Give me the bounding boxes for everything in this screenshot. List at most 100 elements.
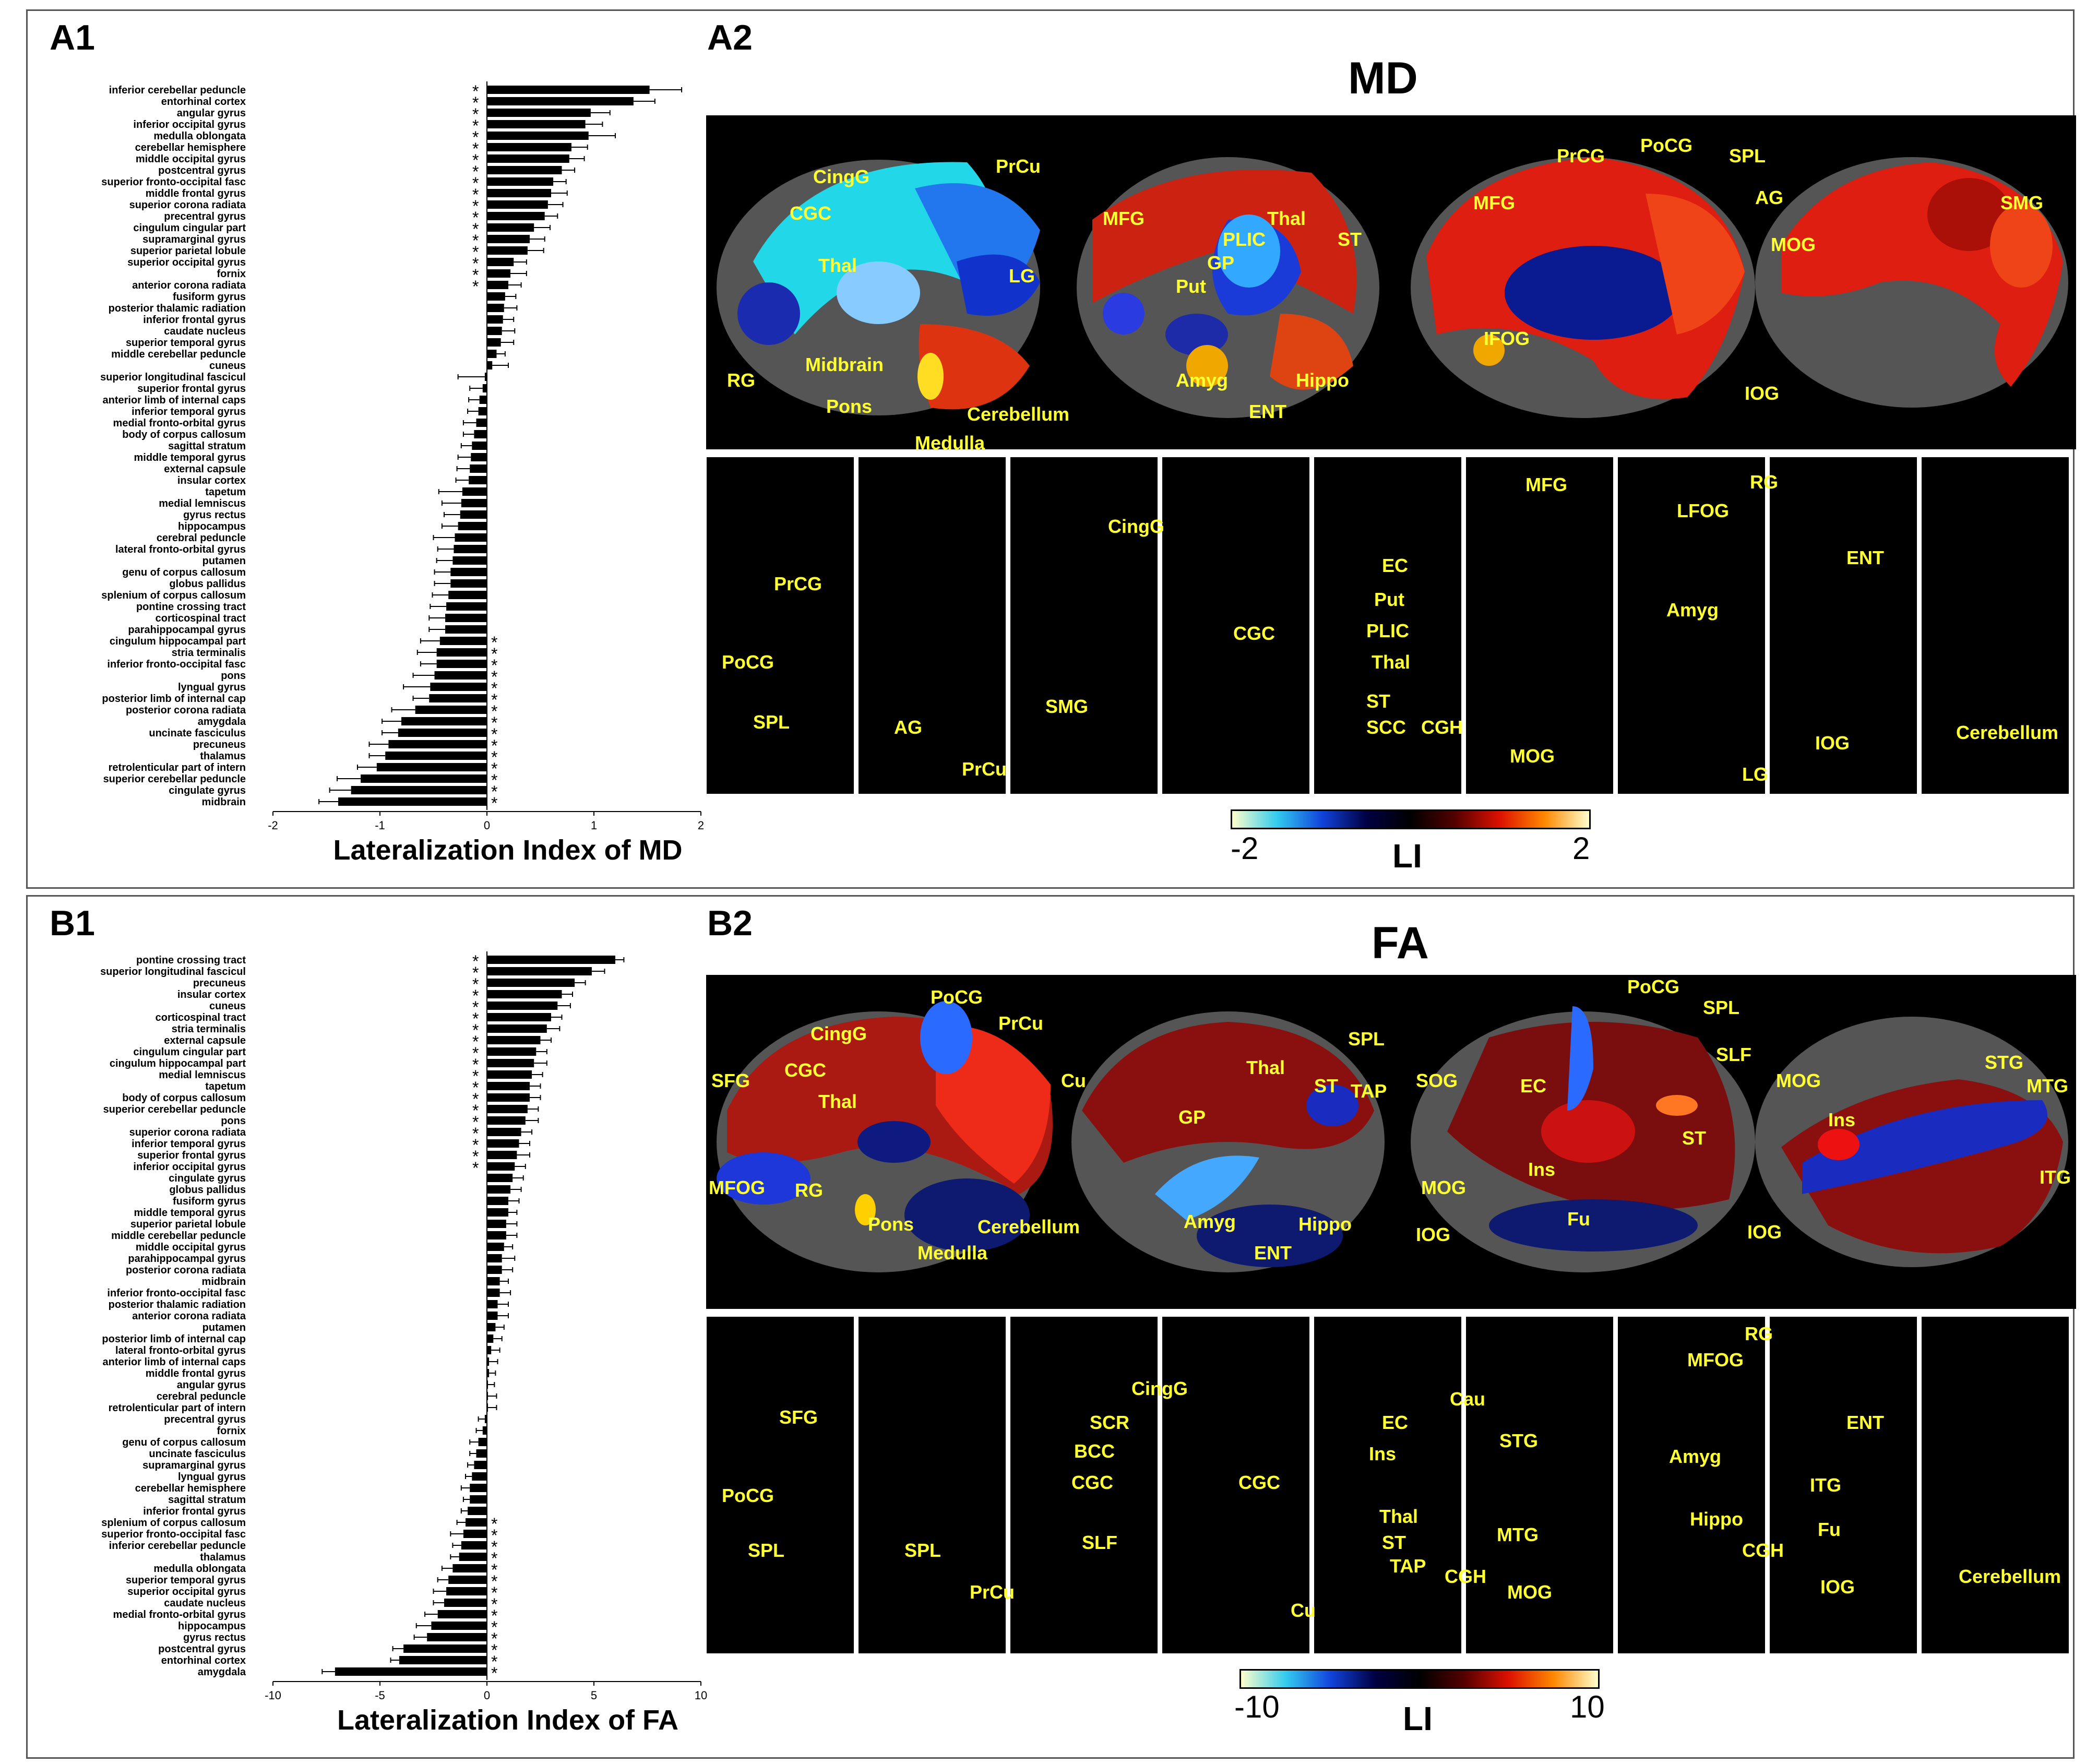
- category-label: uncinate fasciculus: [149, 728, 246, 739]
- md-axial-slice-3: [1010, 457, 1158, 794]
- md-sagittal-svg: [717, 157, 2068, 418]
- bar: [487, 166, 562, 174]
- significance-marker: *: [472, 1055, 479, 1074]
- category-label: inferior fronto-occipital fasc: [107, 1288, 246, 1299]
- region-label: ST: [1314, 1075, 1338, 1096]
- bar: [430, 683, 487, 691]
- region-label: IOG: [1747, 1221, 1782, 1243]
- bar: [487, 281, 508, 289]
- bar: [487, 154, 569, 163]
- category-label: middle temporal gyrus: [134, 1207, 246, 1219]
- significance-marker: *: [472, 1101, 479, 1120]
- category-label: cerebellar hemisphere: [135, 142, 246, 153]
- category-label: pontine crossing tract: [136, 601, 246, 613]
- significance-marker: *: [491, 1652, 497, 1671]
- significance-marker: *: [472, 1147, 479, 1166]
- panel-a: A1 A2 MD inferior cerebellar peduncle * en…: [26, 9, 2076, 889]
- bar: [471, 453, 487, 461]
- bar: [487, 212, 545, 220]
- category-label: superior parietal lobule: [130, 1219, 246, 1230]
- category-label: inferior frontal gyrus: [143, 1506, 246, 1517]
- region-label: LG: [1009, 265, 1035, 287]
- category-label: posterior thalamic radiation: [109, 1299, 246, 1310]
- bar: [487, 143, 571, 151]
- bar: [445, 625, 487, 634]
- region-label: CGC: [784, 1059, 826, 1081]
- category-label: pons: [221, 1115, 246, 1127]
- region-label: PoCG: [1627, 976, 1679, 997]
- region-label: SFG: [711, 1070, 750, 1091]
- region-label: SOG: [1416, 1070, 1458, 1091]
- bar: [398, 729, 487, 737]
- region-label: SPL: [1703, 997, 1739, 1018]
- region-label: MTG: [2027, 1075, 2068, 1096]
- significance-marker: *: [491, 1583, 497, 1602]
- region-label: MOG: [1771, 234, 1816, 255]
- x-tick-label: 1: [591, 819, 597, 832]
- region-label: CGC: [1233, 623, 1275, 644]
- bar: [479, 396, 487, 404]
- region-label: MTG: [1497, 1524, 1539, 1545]
- region-label: MOG: [1510, 745, 1555, 767]
- bar: [487, 1105, 528, 1113]
- category-label: angular gyrus: [177, 108, 246, 119]
- region-label: Thal: [818, 255, 857, 276]
- category-label: superior fronto-occipital fasc: [101, 176, 246, 188]
- bar: [487, 1059, 534, 1067]
- significance-marker: *: [491, 1515, 497, 1533]
- region-label: CingG: [1108, 516, 1164, 537]
- category-label: fornix: [217, 268, 246, 280]
- region-label: ST: [1338, 229, 1362, 250]
- region-label: MFOG: [709, 1177, 765, 1198]
- bar: [460, 510, 487, 519]
- region-label: CGC: [1071, 1472, 1113, 1493]
- category-label: thalamus: [200, 750, 246, 762]
- category-label: insular cortex: [177, 475, 246, 486]
- bar: [487, 1231, 506, 1239]
- region-label: ST: [1382, 1532, 1406, 1553]
- region-label: MFG: [1473, 192, 1515, 213]
- region-label: PrCu: [998, 1012, 1043, 1034]
- bar: [470, 464, 487, 473]
- fa-colorbar-title: LI: [1403, 1700, 1433, 1737]
- region-label: CGH: [1421, 717, 1463, 738]
- category-label: corticospinal tract: [156, 1012, 246, 1023]
- bar: [401, 717, 487, 725]
- md-axial-slice-9: [1922, 457, 2069, 794]
- region-label: ENT: [1254, 1242, 1292, 1264]
- region-label: PrCu: [996, 156, 1041, 177]
- significance-marker: *: [472, 1044, 479, 1063]
- bar: [487, 1369, 490, 1377]
- bar: [431, 1622, 487, 1630]
- category-label: genu of corpus callosum: [122, 567, 246, 578]
- significance-marker: *: [472, 998, 479, 1017]
- category-label: cerebral peduncle: [157, 1391, 246, 1402]
- significance-marker: *: [472, 1078, 479, 1097]
- region-label: MOG: [1421, 1177, 1466, 1198]
- bar: [436, 660, 487, 668]
- category-label: postcentral gyrus: [158, 165, 246, 176]
- category-label: gyrus rectus: [183, 1632, 246, 1643]
- region-label: AG: [1755, 187, 1783, 208]
- category-label: lateral fronto-orbital gyrus: [115, 1345, 246, 1356]
- fa-axial-slice-7: [1618, 1317, 1765, 1653]
- category-label: superior cerebellar peduncle: [103, 1104, 246, 1115]
- region-label: ENT: [1846, 547, 1884, 568]
- category-label: medial lemniscus: [159, 498, 246, 509]
- bar: [399, 1656, 487, 1664]
- bar: [487, 350, 497, 358]
- bar: [478, 407, 487, 415]
- category-label: superior frontal gyrus: [137, 383, 246, 395]
- region-label: IOG: [1815, 732, 1850, 754]
- category-label: medial fronto-orbital gyrus: [113, 418, 246, 429]
- bar: [487, 200, 548, 209]
- region-label: GP: [1207, 252, 1234, 273]
- bar: [487, 246, 528, 255]
- region-label: MFOG: [1687, 1349, 1744, 1370]
- region-label: Cau: [1450, 1388, 1485, 1410]
- significance-marker: *: [472, 105, 479, 124]
- significance-marker: *: [472, 128, 479, 147]
- category-label: stria terminalis: [172, 647, 246, 659]
- significance-marker: *: [491, 736, 497, 755]
- category-label: superior temporal gyrus: [126, 1575, 246, 1586]
